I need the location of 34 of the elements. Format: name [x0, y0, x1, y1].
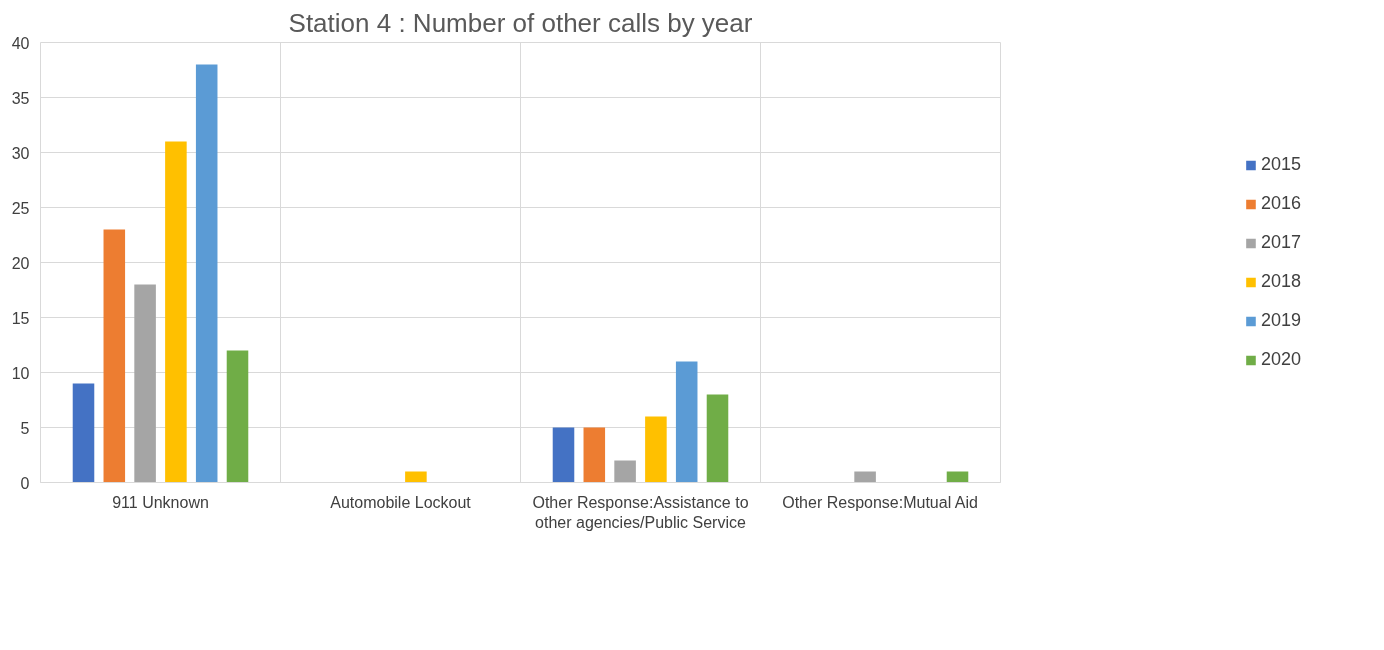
y-tick-label: 35 — [11, 89, 30, 107]
y-tick-label: 15 — [11, 309, 30, 327]
bar — [552, 427, 575, 483]
bar — [675, 361, 698, 483]
y-tick-label: 20 — [11, 254, 30, 272]
y-tick-label: 0 — [20, 474, 30, 492]
bar — [195, 64, 218, 483]
legend-label: 2018 — [1260, 271, 1302, 292]
legend-label: 2016 — [1260, 193, 1302, 214]
legend-label: 2019 — [1260, 310, 1302, 331]
bar — [583, 427, 606, 483]
x-tick-label: 911 Unknown — [112, 493, 209, 511]
x-tick-label: Other Response:Assistance to other agencies/Public Service — [532, 493, 749, 531]
bar — [645, 416, 667, 483]
bar — [226, 350, 249, 483]
bar — [854, 471, 876, 483]
y-tick-label: 40 — [11, 34, 30, 52]
y-tick-label: 30 — [11, 144, 30, 162]
bar — [614, 460, 636, 483]
bar — [706, 394, 729, 483]
bar — [72, 383, 95, 483]
legend-label: 2017 — [1260, 232, 1302, 253]
legend-label: 2020 — [1260, 349, 1302, 370]
bar — [103, 229, 126, 483]
legend-label: 2015 — [1260, 154, 1302, 175]
bar — [134, 284, 156, 483]
y-tick-label: 25 — [11, 199, 30, 217]
y-tick-label: 10 — [11, 364, 30, 382]
chart-title: Station 4 : Number of other calls by year — [288, 7, 753, 38]
x-tick-label: Other Response:Mutual Aid — [782, 493, 978, 511]
bar — [165, 141, 187, 483]
y-tick-label: 5 — [20, 419, 30, 437]
bar — [405, 471, 427, 483]
x-tick-label: Automobile Lockout — [330, 493, 472, 511]
